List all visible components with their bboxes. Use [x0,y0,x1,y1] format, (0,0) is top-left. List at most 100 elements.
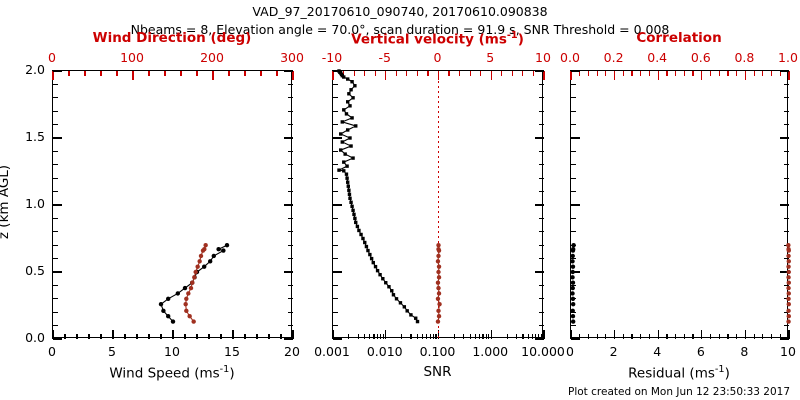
data-point [202,247,207,252]
data-point [347,188,351,192]
bottom-tick [570,330,572,339]
data-point [435,259,441,264]
data-point [203,243,208,248]
data-point [349,88,353,92]
y-tick [53,325,58,327]
bottom-tick [357,334,359,339]
top-tick [260,71,262,76]
y-tick [571,164,576,166]
y-tick [288,217,293,219]
bottom-tick [100,334,102,339]
bottom-tick [429,334,431,339]
data-point [571,243,576,248]
bottom-tick [482,334,484,339]
y-tick [539,325,544,327]
series-snr [337,69,420,324]
y-tick [539,83,544,85]
data-point [570,291,575,296]
y-tick [333,164,338,166]
y-tick [784,110,789,112]
data-point [351,96,355,100]
data-point [786,296,791,301]
x-tick-label-bottom: 0.001 [314,344,350,359]
top-tick [164,71,166,76]
data-point [349,200,353,205]
data-point [436,253,441,259]
bottom-tick [416,334,419,339]
data-point [786,291,791,296]
y-tick [53,150,58,152]
data-point [570,301,576,307]
x-tick-label-top: 0.8 [734,50,755,65]
bottom-tick [622,334,624,339]
data-point [394,297,399,301]
y-tick [571,191,576,193]
y-tick [571,231,576,233]
data-point [384,281,388,285]
y-tick [535,271,544,273]
x-axis-label-top-3: Correlation [636,30,722,46]
top-tick [709,71,712,76]
y-tick [539,110,544,112]
y-tick [571,137,580,139]
y-tick [571,325,576,327]
top-tick [116,71,118,76]
data-point [197,259,202,264]
y-tick [333,311,338,313]
data-point [344,112,349,116]
bottom-tick [469,334,471,339]
top-tick [385,71,387,80]
top-tick [406,71,408,76]
bottom-tick [666,334,668,339]
data-point [183,301,188,307]
data-point [436,247,441,252]
y-tick [784,177,789,179]
y-axis-label: z (km AGL) [0,164,12,239]
bottom-tick [453,334,455,339]
series-line [185,245,207,322]
bottom-tick [148,334,150,339]
data-point [337,69,341,73]
bottom-tick [426,334,428,339]
data-point [346,128,350,132]
x-tick-label-bottom: 0.100 [419,344,456,359]
top-tick [212,71,214,80]
data-point [221,248,226,253]
series-residual [570,243,576,324]
y-tick [288,325,293,327]
y-tick [284,204,293,206]
top-tick [180,71,182,76]
y-tick [53,231,58,233]
data-point [349,144,353,148]
data-point [343,152,347,156]
bottom-tick [488,334,490,339]
bottom-tick [244,334,246,339]
data-point [202,264,207,269]
data-point [570,296,576,301]
bottom-tick [675,334,677,339]
top-tick [364,71,366,76]
y-tick [53,137,62,139]
y-tick [571,204,580,206]
x-tick-label-bottom: 15 [224,344,240,359]
bottom-tick [718,334,720,339]
data-point [175,291,180,296]
data-point [190,280,195,285]
x-tick-label-bottom: 5 [108,344,116,359]
top-tick [736,71,738,76]
y-tick [53,284,58,286]
top-tick [587,71,590,76]
x-tick-label-top: 0.0 [560,50,580,65]
top-tick [675,71,677,76]
y-tick [571,124,576,126]
bottom-tick [160,334,162,339]
data-point [346,77,350,81]
x-tick-label-bottom: 0 [566,344,574,359]
y-tick [571,177,576,179]
bottom-tick [543,330,545,339]
top-tick [276,71,278,76]
top-tick [480,71,482,76]
x-tick-label-top: 5 [486,50,495,65]
y-tick [53,244,58,246]
top-tick [622,71,624,76]
